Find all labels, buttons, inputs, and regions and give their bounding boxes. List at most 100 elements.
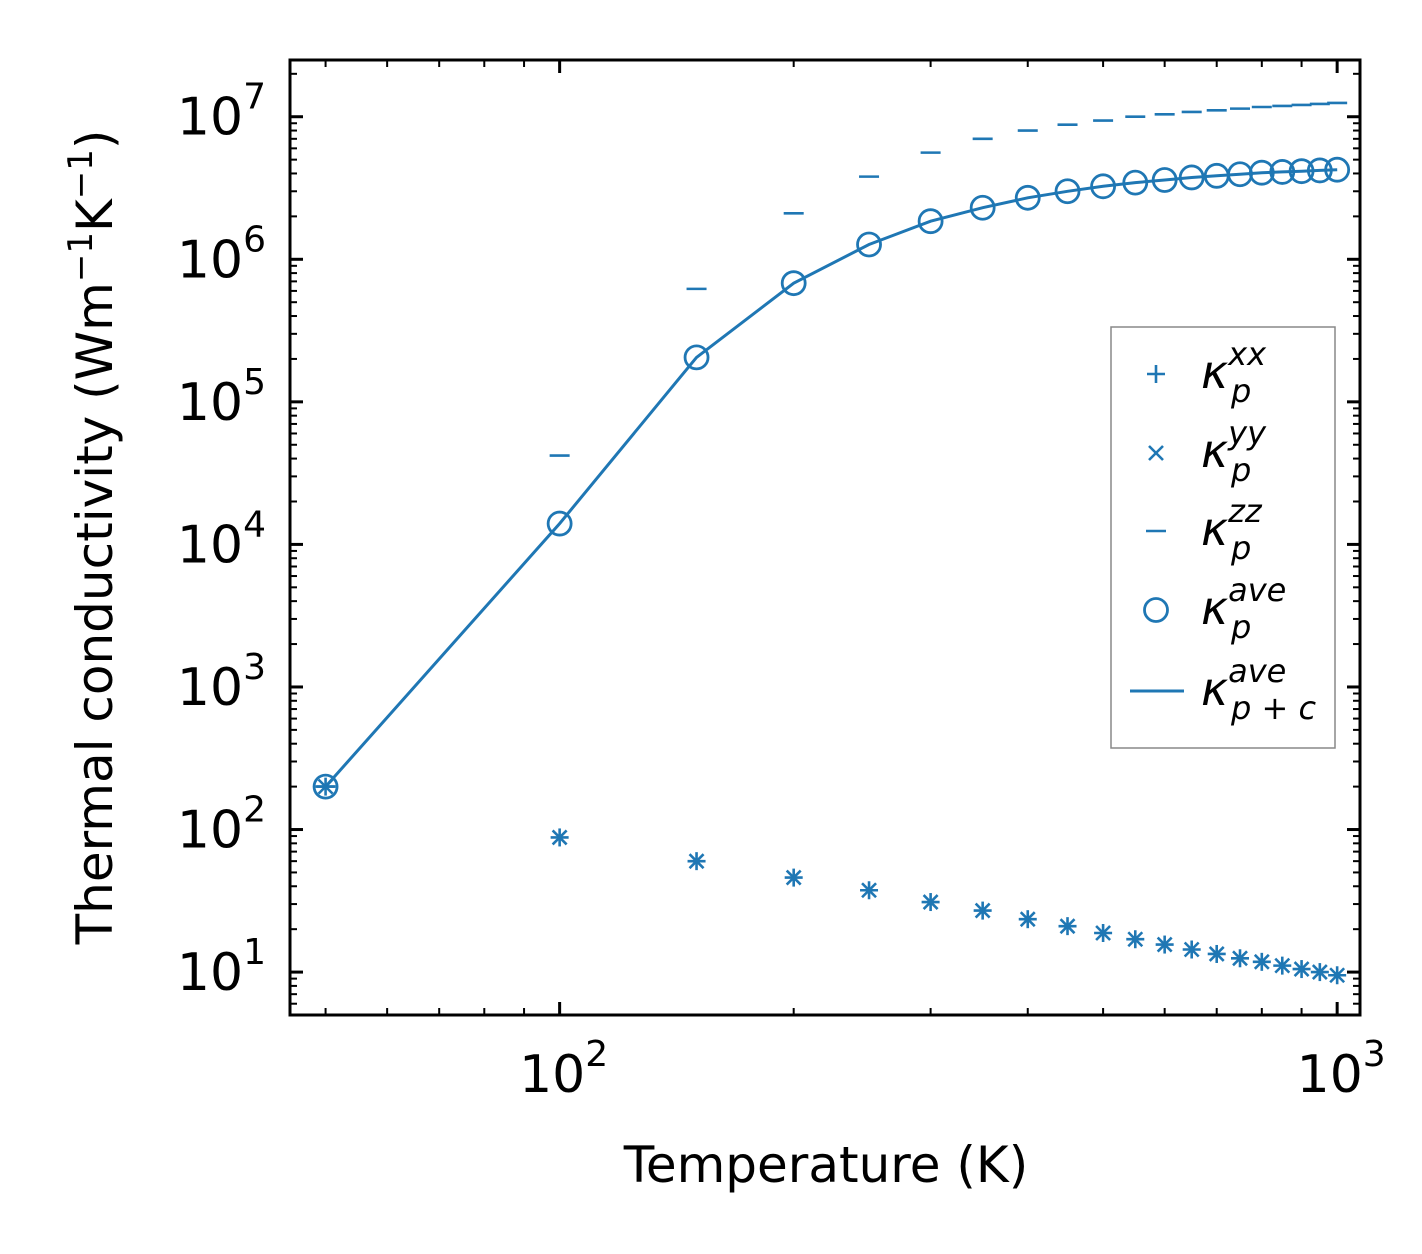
y-tick-label-base: 10 [177,88,243,148]
legend-label: κxx p [1201,335,1267,410]
legend-entry-kappa_p_yy: κyy p [1148,414,1267,489]
legend-label-sub: p [1230,608,1251,646]
data-point-kappa_p_ave [1288,158,1315,185]
y-tick-label-exp: 7 [243,77,266,118]
y-axis-label: Thermal conductivity (Wm−1K−1) [61,130,124,946]
data-point-kappa_p_ave [1054,178,1081,205]
major-ticks [290,60,1360,1015]
legend-label-sup: zz [1227,492,1263,530]
y-tick-label-base: 10 [177,943,243,1003]
legend-entry-kappa_p_zz: κzz p [1146,492,1263,567]
y-axis-label-main: Thermal conductivity (Wm [66,282,124,945]
data-point-kappa_p_ave [1178,164,1205,191]
legend-label-symbol: κ [1201,581,1228,635]
data-point-kappa_p_ave [312,773,339,800]
y-tick-label: 104 [177,504,266,575]
legend-label-sup: ave [1228,571,1286,609]
legend-label-sup: yy [1227,414,1267,452]
data-point-kappa_p_yy [1183,941,1200,958]
y-tick-label-exp: 2 [243,790,266,831]
legend-label-symbol: κ [1201,424,1228,478]
legend-label-sup: ave [1228,652,1286,690]
y-axis-label-unit-k: K [66,198,124,232]
data-point-kappa_p_ave [856,231,882,258]
y-tick-label: 103 [177,647,266,718]
x-tick-label: 103 [1297,1034,1386,1105]
legend-label: κzz p [1201,492,1263,567]
legend-label-sub: p + c [1230,689,1316,727]
legend-label-sup: xx [1227,335,1267,373]
legend-label: κave p + c [1201,652,1316,727]
data-point-kappa_p_ave [969,194,996,221]
series-kappa_p_yy [317,778,1346,984]
data-point-kappa_p_ave [1269,159,1296,185]
x-axis-label: Temperature (K) [623,1136,1028,1194]
data-point-kappa_p_ave [1306,157,1333,184]
x-tick-label-exp: 2 [585,1034,608,1075]
data-point-kappa_p_yy [1127,931,1144,948]
data-point-kappa_p_yy [1095,925,1112,941]
y-axis-label-exp1: −1 [61,232,101,282]
data-point-kappa_p_yy [1156,936,1173,953]
legend-label-symbol: κ [1201,502,1228,556]
y-tick-label: 101 [177,932,266,1003]
y-tick-label-exp: 4 [243,504,266,545]
data-point-kappa_p_yy [688,853,705,870]
y-tick-label-base: 10 [177,801,243,861]
data-point-kappa_p_yy [1232,950,1248,967]
data-point-kappa_p_ave [1014,184,1041,211]
y-tick-label-exp: 6 [243,219,266,260]
y-tick-label: 105 [177,362,266,433]
x-tick-labels: 102 103 [519,1034,1386,1105]
y-axis-label-close: ) [66,130,124,150]
series-kappa_p_zz [315,101,1348,788]
legend-entry-kappa_p_ave: κave p [1143,571,1286,646]
legend-label-symbol: κ [1201,345,1228,399]
data-point-kappa_p_yy [861,882,877,899]
data-point-kappa_p_yy [785,869,802,886]
data-point-kappa_p_yy [974,902,991,919]
data-point-kappa_p_yy [1253,953,1270,970]
y-tick-label-base: 10 [177,373,243,433]
y-tick-label-exp: 5 [243,362,266,403]
data-point-kappa_p_yy [1311,964,1328,981]
data-point-kappa_p_ave [1248,159,1275,186]
legend-handle-x [1148,445,1164,461]
legend-label: κyy p [1201,414,1267,489]
data-point-kappa_p_yy [1059,918,1076,935]
x-tick-label-base: 10 [519,1045,585,1105]
plot-frame [288,58,1362,1017]
y-tick-label-base: 10 [177,230,243,290]
legend-box [1110,326,1336,749]
data-point-kappa_p_ave [1090,173,1116,200]
data-point-kappa_p_yy [1019,911,1036,928]
legend-handle-plus [1147,365,1165,383]
data-point-kappa_p_yy [551,829,568,846]
legend-label-sub: p [1230,529,1251,567]
data-point-kappa_p_ave [1122,169,1149,196]
legend-label-sub: p [1230,451,1251,489]
legend-entry-kappa_p_xx: κxx p [1147,335,1267,410]
y-tick-label: 106 [177,219,266,290]
legend-entry-kappa_pc_ave: κave p + c [1130,652,1316,727]
data-point-kappa_p_ave [683,344,710,371]
series-line-kappa_pc_ave [324,168,1338,788]
data-point-kappa_p_yy [1329,967,1346,984]
data-point-kappa_p_ave [1324,156,1351,183]
legend-label-symbol: κ [1201,662,1228,716]
data-point-kappa_p_ave [546,510,573,537]
x-tick-label-base: 10 [1297,1045,1363,1105]
data-point-kappa_p_ave [917,208,944,235]
series-kappa_p_ave [312,156,1351,800]
y-tick-label-base: 10 [177,658,243,718]
y-tick-label-base: 10 [177,515,243,575]
series-layer [312,101,1351,985]
y-tick-label: 107 [177,77,266,148]
data-point-kappa_p_ave [1151,167,1178,193]
data-point-kappa_p_yy [1293,961,1310,977]
data-point-kappa_p_yy [1274,957,1291,974]
